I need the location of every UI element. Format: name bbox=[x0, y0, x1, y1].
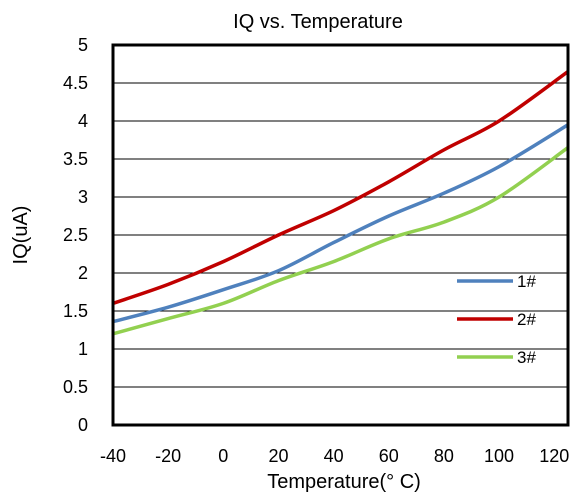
gridlines bbox=[113, 82, 568, 388]
y-tick-label: 0 bbox=[78, 415, 88, 435]
y-tick-label: 3.5 bbox=[63, 149, 88, 169]
y-tick-label: 4 bbox=[78, 111, 88, 131]
chart-title: IQ vs. Temperature bbox=[233, 11, 403, 33]
x-tick-label: 0 bbox=[218, 446, 228, 466]
plot-frame bbox=[111, 43, 570, 427]
x-tick-label: 120 bbox=[539, 446, 569, 466]
y-tick-label: 1 bbox=[78, 339, 88, 359]
x-tick-labels: -40 -20 0 20 40 60 80 100 120 bbox=[100, 446, 569, 466]
y-tick-label: 1.5 bbox=[63, 301, 88, 321]
legend-label-1: 1# bbox=[517, 272, 536, 291]
y-tick-labels: 0 0.5 1 1.5 2 2.5 3 3.5 4 4.5 5 bbox=[63, 35, 88, 435]
y-tick-label: 4.5 bbox=[63, 73, 88, 93]
x-axis-title: Temperature(° C) bbox=[267, 471, 421, 493]
y-axis-title: IQ(uA) bbox=[10, 206, 32, 265]
y-tick-label: 0.5 bbox=[63, 377, 88, 397]
legend: 1# 2# 3# bbox=[457, 272, 536, 367]
x-tick-label: 100 bbox=[484, 446, 514, 466]
x-tick-label: 60 bbox=[379, 446, 399, 466]
x-tick-label: 80 bbox=[434, 446, 454, 466]
y-tick-label: 2.5 bbox=[63, 225, 88, 245]
legend-label-3: 3# bbox=[517, 348, 536, 367]
series-line-3 bbox=[112, 146, 570, 336]
series-line-2 bbox=[112, 70, 570, 306]
legend-label-2: 2# bbox=[517, 310, 536, 329]
y-tick-label: 2 bbox=[78, 263, 88, 283]
y-tick-label: 3 bbox=[78, 187, 88, 207]
x-tick-label: -40 bbox=[100, 446, 126, 466]
series-line-1 bbox=[112, 123, 569, 324]
x-tick-label: 40 bbox=[324, 446, 344, 466]
y-tick-label: 5 bbox=[78, 35, 88, 55]
x-tick-label: -20 bbox=[155, 446, 181, 466]
plot-area-border bbox=[111, 43, 570, 427]
series-lines bbox=[112, 70, 570, 336]
x-tick-label: 20 bbox=[268, 446, 288, 466]
